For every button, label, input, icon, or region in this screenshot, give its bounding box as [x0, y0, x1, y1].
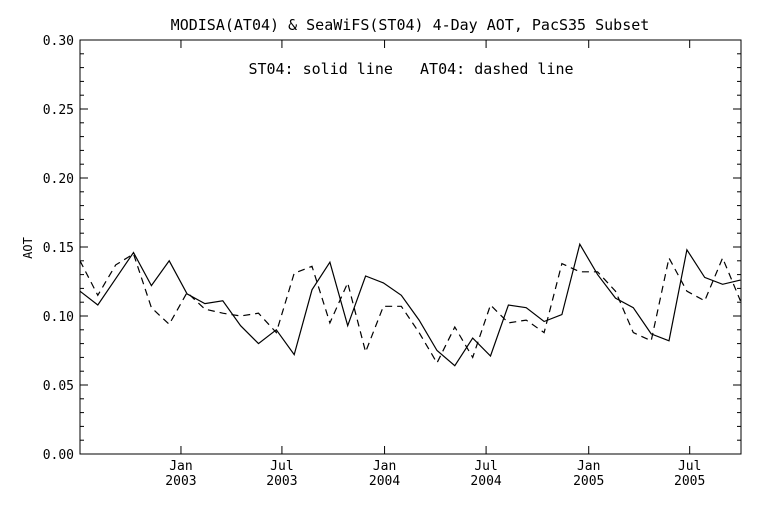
x-tick-month-label: Jan	[577, 459, 600, 474]
chart-title: MODISA(AT04) & SeaWiFS(ST04) 4-Day AOT, …	[171, 16, 650, 34]
y-tick-label: 0.25	[43, 103, 74, 118]
x-tick-month-label: Jan	[169, 459, 192, 474]
series-style-annotation: ST04: solid line AT04: dashed line	[248, 60, 573, 78]
series-layer	[79, 242, 741, 367]
y-tick-label: 0.10	[43, 310, 74, 325]
series-line-st04	[79, 242, 741, 367]
y-tick-label: 0.00	[43, 448, 74, 463]
y-axis-label: AOT	[21, 237, 35, 259]
y-tick-label: 0.20	[43, 172, 74, 187]
x-tick-year-label: 2003	[165, 474, 196, 489]
y-tick-label: 0.30	[43, 34, 74, 49]
x-tick-year-label: 2004	[369, 474, 400, 489]
y-tick-label: 0.15	[43, 241, 74, 256]
plot-frame	[79, 39, 742, 455]
x-tick-year-label: 2004	[470, 474, 501, 489]
x-tick-month-label: Jan	[373, 459, 396, 474]
axes-layer: 0.000.050.100.150.200.250.30Jan2003Jul20…	[43, 34, 741, 489]
x-tick-month-label: Jul	[270, 459, 293, 474]
y-tick-label: 0.05	[43, 379, 74, 394]
x-tick-month-label: Jul	[678, 459, 701, 474]
x-tick-month-label: Jul	[474, 459, 497, 474]
x-tick-year-label: 2003	[266, 474, 297, 489]
x-tick-year-label: 2005	[573, 474, 604, 489]
series-line-at04	[79, 252, 741, 365]
x-tick-year-label: 2005	[674, 474, 705, 489]
